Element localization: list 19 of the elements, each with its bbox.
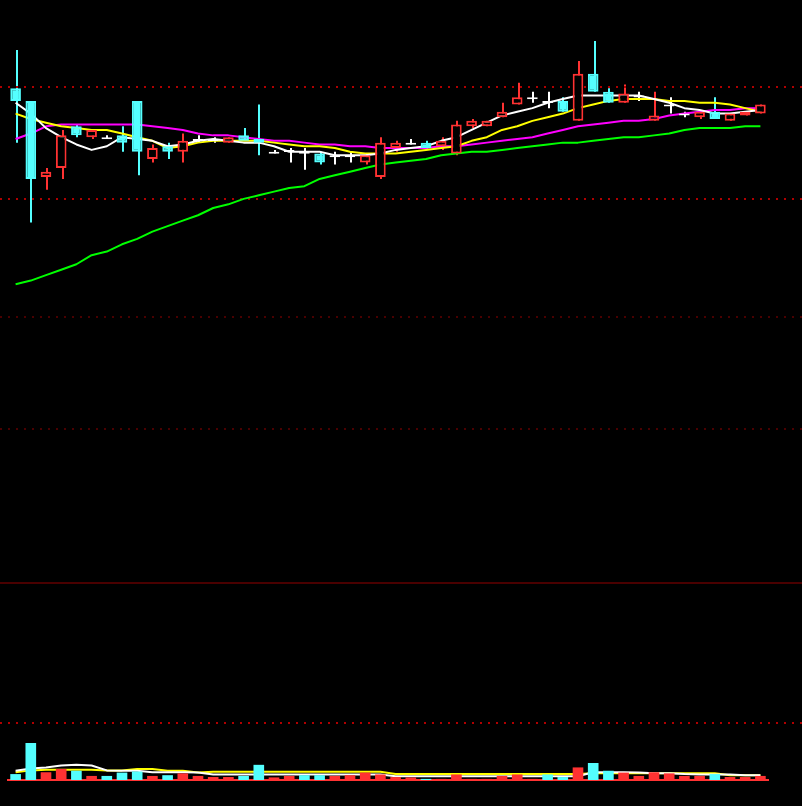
candlestick [572,59,584,122]
candlestick [648,90,660,122]
bar [542,774,553,780]
candlestick [116,125,128,153]
candlestick [55,128,67,180]
bar [587,762,599,780]
bar [603,770,614,780]
candlestick [451,119,462,157]
bar [131,771,143,780]
candlestick [10,49,21,144]
candlestick [177,132,189,164]
bar [253,764,265,780]
candlestick [131,99,143,177]
candlestick [587,39,599,93]
bar [25,742,37,780]
bar [10,774,21,780]
candlestick [375,136,386,180]
bar [71,770,82,780]
bar [709,774,721,780]
